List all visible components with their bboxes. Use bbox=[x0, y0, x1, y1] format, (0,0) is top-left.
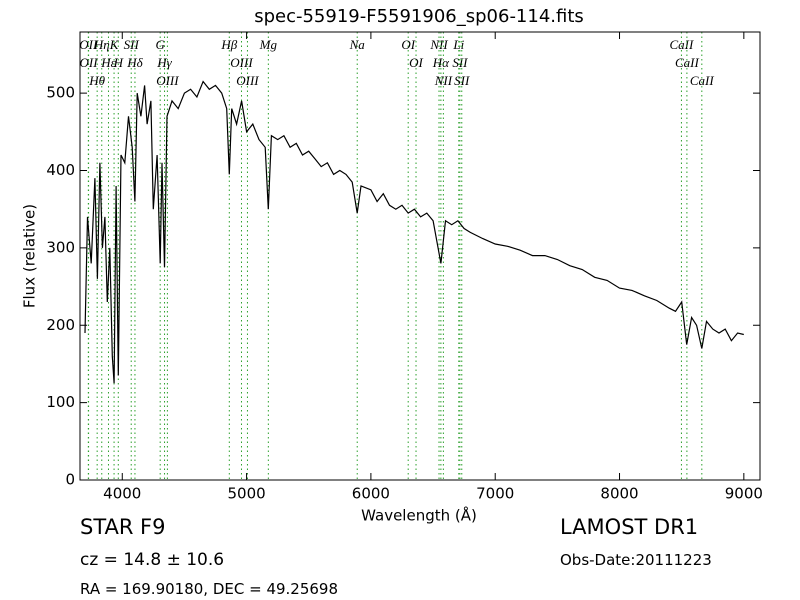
y-tick-label: 400 bbox=[46, 161, 75, 179]
plot-frame bbox=[79, 31, 761, 481]
spectral-line-label: Hα bbox=[432, 55, 450, 70]
coordinates: RA = 169.90180, DEC = 49.25698 bbox=[80, 580, 338, 598]
spectral-line-label: Hε bbox=[100, 55, 116, 70]
spectral-line-label: Li bbox=[452, 37, 464, 52]
spectral-line-label: CaII bbox=[675, 55, 700, 70]
y-tick-label: 0 bbox=[65, 471, 75, 489]
star-subclass: F9 bbox=[140, 515, 165, 539]
x-tick-label: 6000 bbox=[352, 485, 390, 503]
obs-date: Obs-Date:20111223 bbox=[560, 551, 712, 569]
spectrum-line bbox=[84, 80, 744, 384]
star-class: STAR bbox=[80, 515, 133, 539]
spectral-line-label: SII bbox=[454, 73, 470, 88]
y-tick-label: 100 bbox=[46, 393, 75, 411]
x-tick-label: 9000 bbox=[725, 485, 763, 503]
spectral-line-label: Hθ bbox=[88, 73, 105, 88]
x-tick-label: 8000 bbox=[600, 485, 638, 503]
spectral-line-label: Mg bbox=[259, 37, 278, 52]
spectral-line-label: K bbox=[109, 37, 120, 52]
survey: LAMOST DR1 bbox=[560, 515, 698, 539]
spectral-line-label: Na bbox=[349, 37, 366, 52]
spectral-line-label: OI bbox=[409, 55, 423, 70]
spectral-line-label: CaII bbox=[690, 73, 715, 88]
spectral-line-label: OII bbox=[80, 55, 99, 70]
spectral-line-label: H bbox=[113, 55, 124, 70]
spectral-line-label: Hβ bbox=[220, 37, 237, 52]
spectral-line-label: CaII bbox=[670, 37, 695, 52]
spectral-line-label: SII bbox=[124, 37, 140, 52]
spectral-line-label: OIII bbox=[230, 55, 253, 70]
spectral-line-label: OIII bbox=[236, 73, 259, 88]
x-tick-label: 7000 bbox=[476, 485, 514, 503]
y-tick-label: 200 bbox=[46, 316, 75, 334]
spectral-line-label: Hδ bbox=[126, 55, 143, 70]
y-tick-label: 300 bbox=[46, 238, 75, 256]
redshift: cz = 14.8 ± 10.6 bbox=[80, 550, 224, 570]
spectral-line-label: OI bbox=[401, 37, 415, 52]
x-tick-label: 5000 bbox=[227, 485, 265, 503]
spectral-line-label: NII bbox=[429, 37, 448, 52]
spectral-line-label: Hγ bbox=[156, 55, 172, 70]
x-axis-label: Wavelength (Å) bbox=[361, 506, 477, 525]
spectral-line-label: NII bbox=[434, 73, 453, 88]
spectral-line-label: SII bbox=[452, 55, 468, 70]
y-axis-label: Flux (relative) bbox=[21, 204, 39, 308]
x-tick-label: 4000 bbox=[103, 485, 141, 503]
spectral-line-label: OIII bbox=[156, 73, 179, 88]
spectral-line-label: G bbox=[155, 37, 165, 52]
chart-title: spec-55919-F5591906_sp06-114.fits bbox=[254, 6, 584, 27]
spectral-line-label: OII bbox=[79, 37, 98, 52]
y-tick-label: 500 bbox=[46, 84, 75, 102]
spectral-line-label: Hη bbox=[93, 37, 110, 52]
